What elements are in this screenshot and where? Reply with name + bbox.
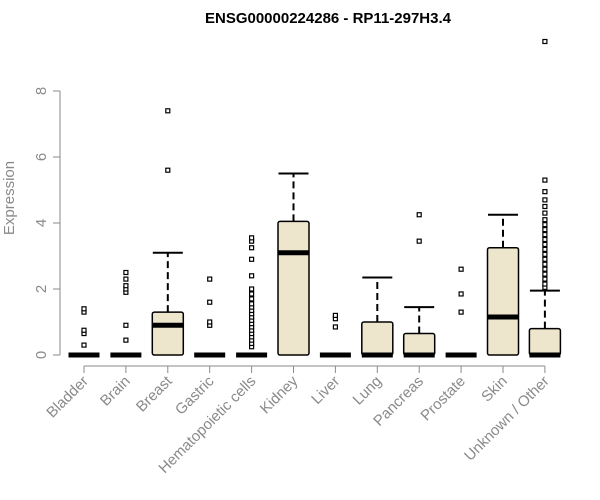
x-tick-label: Liver [308,373,343,408]
x-tick-label: Prostate [417,373,469,425]
outlier-point [542,236,548,243]
box-gastric [194,276,226,358]
x-tick-label: Lung [350,373,386,409]
box-prostate [445,266,477,358]
box-bladder [68,306,100,358]
outlier-point [458,266,464,272]
outlier-point [542,246,548,252]
y-tick-label: 8 [33,87,50,95]
box-series [68,38,562,358]
outlier-point [81,306,87,312]
outlier-point [207,276,213,282]
box-unknown-other [528,38,562,358]
outlier-point [165,167,171,173]
y-axis: 0 2 4 6 8 [33,87,61,359]
x-tick-label: Kidney [257,372,302,417]
y-tick-label: 6 [33,153,50,161]
outlier-point [542,227,548,233]
outlier-point [542,203,548,210]
outlier-point [542,266,548,272]
outlier-point [123,337,129,343]
box-rect [402,332,436,356]
outlier-point [123,276,129,282]
y-tick-label: 2 [33,285,50,293]
outlier-point [81,327,87,333]
outlier-point [416,238,422,244]
chart-title: ENSG00000224286 - RP11-297H3.4 [205,10,452,27]
x-tick-label: Brain [97,373,134,410]
y-tick-label: 0 [33,351,50,359]
outlier-point [123,283,129,289]
outlier-point [249,286,255,292]
box-lung [361,276,394,358]
box-rect [528,327,562,356]
outlier-point [542,177,548,183]
outlier-point [542,38,548,45]
outlier-point [207,319,213,325]
outlier-point [249,235,255,241]
box-rect [151,311,185,356]
outlier-point [542,251,548,257]
outlier-point [542,271,548,277]
outlier-point [249,256,255,262]
outlier-point [123,322,129,328]
outlier-point [123,269,129,276]
box-rect [277,220,310,356]
box-rect [486,247,520,356]
outlier-point [542,222,548,228]
box-liver [319,312,351,358]
outlier-point [542,217,548,223]
outlier-point [542,189,548,195]
outlier-point [332,324,338,330]
outlier-point [416,212,422,218]
outlier-point [207,299,213,305]
outlier-point [542,231,548,238]
y-axis-label: Expression [1,161,18,235]
box-breast [151,108,185,356]
box-kidney [277,172,310,356]
outlier-point [542,241,548,248]
outlier-point [542,281,548,287]
outlier-point [458,291,464,297]
outlier-point [542,197,548,203]
box-pancreas [402,212,436,358]
outlier-point [249,273,255,279]
box-rect [361,321,394,356]
box-hematopoietic-cells [236,235,268,358]
outlier-point [249,296,255,302]
outlier-point [458,309,464,315]
outlier-point [249,245,255,251]
x-tick-label: Breast [133,372,176,415]
outlier-point [249,291,255,297]
outlier-point [81,342,87,348]
outlier-point [332,312,338,318]
outlier-point [542,256,548,262]
x-tick-label: Skin [478,373,511,406]
outlier-point [542,276,548,282]
box-brain [110,269,142,358]
outlier-point [249,301,255,307]
x-tick-label: Bladder [43,373,92,422]
outlier-point [165,108,171,114]
outlier-point [542,210,548,216]
box-skin [486,213,520,356]
outlier-point [542,261,548,267]
y-tick-label: 4 [33,219,50,227]
